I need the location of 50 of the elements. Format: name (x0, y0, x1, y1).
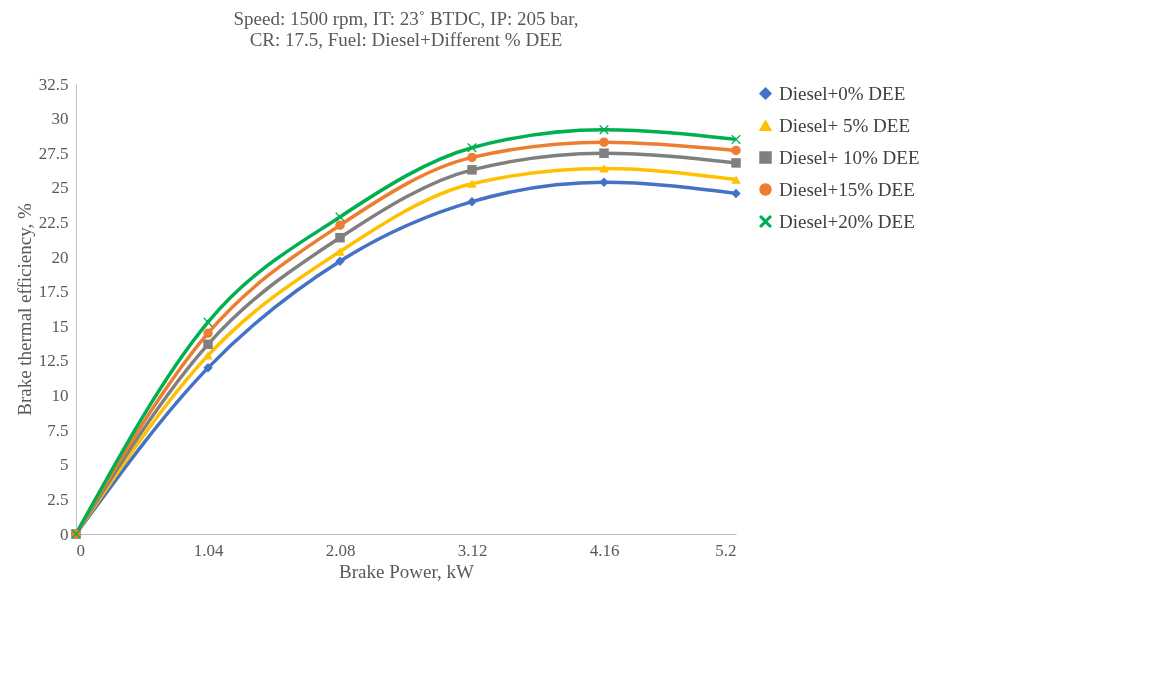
point (335, 232, 345, 243)
legend-label: Diesel+ 5% DEE (779, 114, 911, 136)
legend-label: Diesel+20% DEE (779, 210, 915, 232)
point (335, 212, 345, 222)
y-tick-label: 22.5 (38, 212, 69, 232)
y-tick-label: 30 (51, 109, 69, 129)
legend-label: Diesel+0% DEE (779, 82, 906, 104)
y-tick-label: 7.5 (47, 420, 69, 440)
point (335, 247, 345, 256)
x-tick-label: 0 (76, 540, 85, 560)
point (467, 196, 477, 207)
point (731, 175, 741, 184)
point (599, 124, 609, 135)
point (599, 137, 609, 147)
y-tick-label: 5 (60, 455, 69, 475)
point (467, 142, 477, 153)
point (599, 164, 609, 173)
point (467, 165, 477, 175)
point (203, 328, 213, 338)
x-tick-label: 1.04 (193, 540, 224, 560)
y-tick-label: 10 (51, 386, 69, 406)
y-tick-label: 27.5 (38, 143, 69, 163)
point (335, 220, 345, 230)
y-tick-label: 15 (51, 316, 69, 336)
y-tick-label: 32.5 (38, 74, 69, 94)
point (731, 188, 741, 199)
y-tick-label: 2.5 (47, 489, 69, 509)
point (467, 179, 477, 188)
point (467, 152, 477, 163)
x-tick-label: 2.08 (325, 540, 356, 560)
x-tick-label: 3.12 (457, 540, 488, 560)
y-tick-label: 20 (51, 247, 69, 267)
x-tick-label: 4.16 (589, 540, 620, 560)
legend-label: Diesel+15% DEE (779, 178, 915, 200)
x-axis-title: Brake Power, kW (339, 560, 474, 582)
y-tick-label: 25 (51, 178, 69, 198)
y-tick-label: 12.5 (38, 351, 69, 371)
y-tick-label: 17.5 (38, 282, 69, 302)
chart-title: Speed: 1500 rpm, IT: 23˚ BTDC, IP: 205 bar, CR: 17.5, Fuel: Diesel+Different % DEE (233, 8, 579, 50)
point (731, 145, 741, 156)
x-tick-label: 5.2 (715, 540, 737, 560)
point (731, 134, 741, 145)
y-tick-label: 0 (60, 524, 69, 544)
point (599, 148, 609, 158)
y-axis-title: Brake thermal efficiency, % (13, 203, 35, 416)
legend-label: Diesel+ 10% DEE (779, 146, 920, 168)
point (599, 177, 609, 188)
point (203, 339, 213, 350)
point (731, 158, 741, 168)
point (203, 317, 213, 327)
